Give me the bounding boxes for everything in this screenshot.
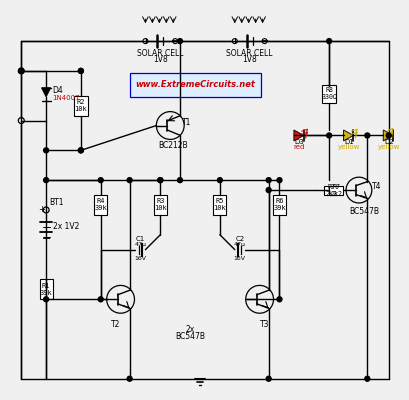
Text: +: + (38, 206, 45, 214)
Text: R8
330Ω: R8 330Ω (320, 87, 336, 100)
Circle shape (326, 133, 331, 138)
Text: www.ExtremeCircuits.net: www.ExtremeCircuits.net (135, 80, 254, 89)
Circle shape (98, 178, 103, 183)
FancyBboxPatch shape (272, 195, 285, 215)
Polygon shape (343, 130, 353, 141)
Text: R4
39k: R4 39k (94, 198, 107, 212)
Circle shape (19, 68, 24, 73)
Circle shape (276, 297, 281, 302)
Text: R7
2k2: R7 2k2 (329, 184, 341, 196)
FancyBboxPatch shape (321, 85, 335, 103)
Text: T4: T4 (371, 182, 380, 190)
Text: −: − (41, 234, 51, 244)
Circle shape (43, 178, 49, 183)
Text: SOLAR CELL: SOLAR CELL (137, 48, 183, 58)
Circle shape (265, 188, 270, 192)
Circle shape (98, 297, 103, 302)
Text: 1V8: 1V8 (153, 56, 167, 64)
Text: 1V8: 1V8 (242, 56, 256, 64)
Text: 16V: 16V (233, 256, 245, 260)
Text: 47μ: 47μ (233, 242, 245, 247)
Circle shape (43, 148, 49, 153)
Text: −: − (260, 36, 268, 46)
Text: D2: D2 (383, 139, 393, 145)
FancyBboxPatch shape (94, 195, 107, 215)
Circle shape (78, 68, 83, 73)
Circle shape (364, 376, 369, 381)
FancyBboxPatch shape (74, 96, 88, 116)
Text: yellow: yellow (377, 144, 399, 150)
Circle shape (385, 133, 390, 138)
Text: BC547B: BC547B (175, 332, 204, 340)
Text: D4: D4 (52, 86, 63, 95)
FancyBboxPatch shape (153, 195, 166, 215)
Polygon shape (42, 88, 50, 97)
Text: R2
10k: R2 10k (74, 99, 87, 112)
Circle shape (157, 178, 162, 183)
Text: 2x: 2x (185, 324, 194, 334)
Text: BT1: BT1 (49, 198, 63, 207)
Text: 1N4007: 1N4007 (52, 95, 79, 101)
Circle shape (364, 133, 369, 138)
Text: C2: C2 (235, 236, 244, 242)
FancyBboxPatch shape (40, 280, 52, 299)
Text: R5
10k: R5 10k (213, 198, 226, 212)
Circle shape (43, 297, 49, 302)
Text: BC212B: BC212B (158, 141, 188, 150)
Circle shape (157, 178, 162, 183)
Text: 2x 1V2: 2x 1V2 (53, 222, 79, 231)
Circle shape (78, 148, 83, 153)
Text: −: − (171, 36, 179, 46)
Text: SOLAR CELL: SOLAR CELL (226, 48, 272, 58)
Text: R6
39k: R6 39k (272, 198, 285, 212)
Circle shape (177, 39, 182, 44)
Circle shape (78, 148, 83, 153)
Text: T2: T2 (111, 320, 120, 329)
FancyBboxPatch shape (328, 186, 342, 194)
Circle shape (326, 39, 331, 44)
Text: C1: C1 (135, 236, 145, 242)
FancyBboxPatch shape (324, 186, 337, 194)
Text: +: + (231, 37, 238, 46)
Circle shape (177, 178, 182, 183)
Circle shape (265, 376, 270, 381)
Polygon shape (382, 130, 392, 141)
Text: 16V: 16V (134, 256, 146, 260)
Polygon shape (293, 130, 303, 141)
Text: R3
10k: R3 10k (153, 198, 166, 212)
Text: R7
2k2: R7 2k2 (324, 184, 336, 196)
Circle shape (78, 68, 83, 73)
Circle shape (265, 178, 270, 183)
Text: D3: D3 (294, 139, 303, 145)
Text: yellow: yellow (337, 144, 359, 150)
Text: red: red (293, 144, 304, 150)
Text: T3: T3 (259, 320, 269, 329)
Text: T1: T1 (182, 118, 191, 127)
Circle shape (276, 178, 281, 183)
Text: BC547B: BC547B (348, 208, 378, 216)
FancyBboxPatch shape (213, 195, 226, 215)
Circle shape (127, 178, 132, 183)
Text: 47μ: 47μ (134, 242, 146, 247)
Circle shape (217, 178, 222, 183)
Text: R1
39k: R1 39k (40, 283, 52, 296)
Text: +: + (142, 37, 148, 46)
Circle shape (127, 376, 132, 381)
Text: D1: D1 (343, 139, 353, 145)
FancyBboxPatch shape (129, 73, 260, 97)
